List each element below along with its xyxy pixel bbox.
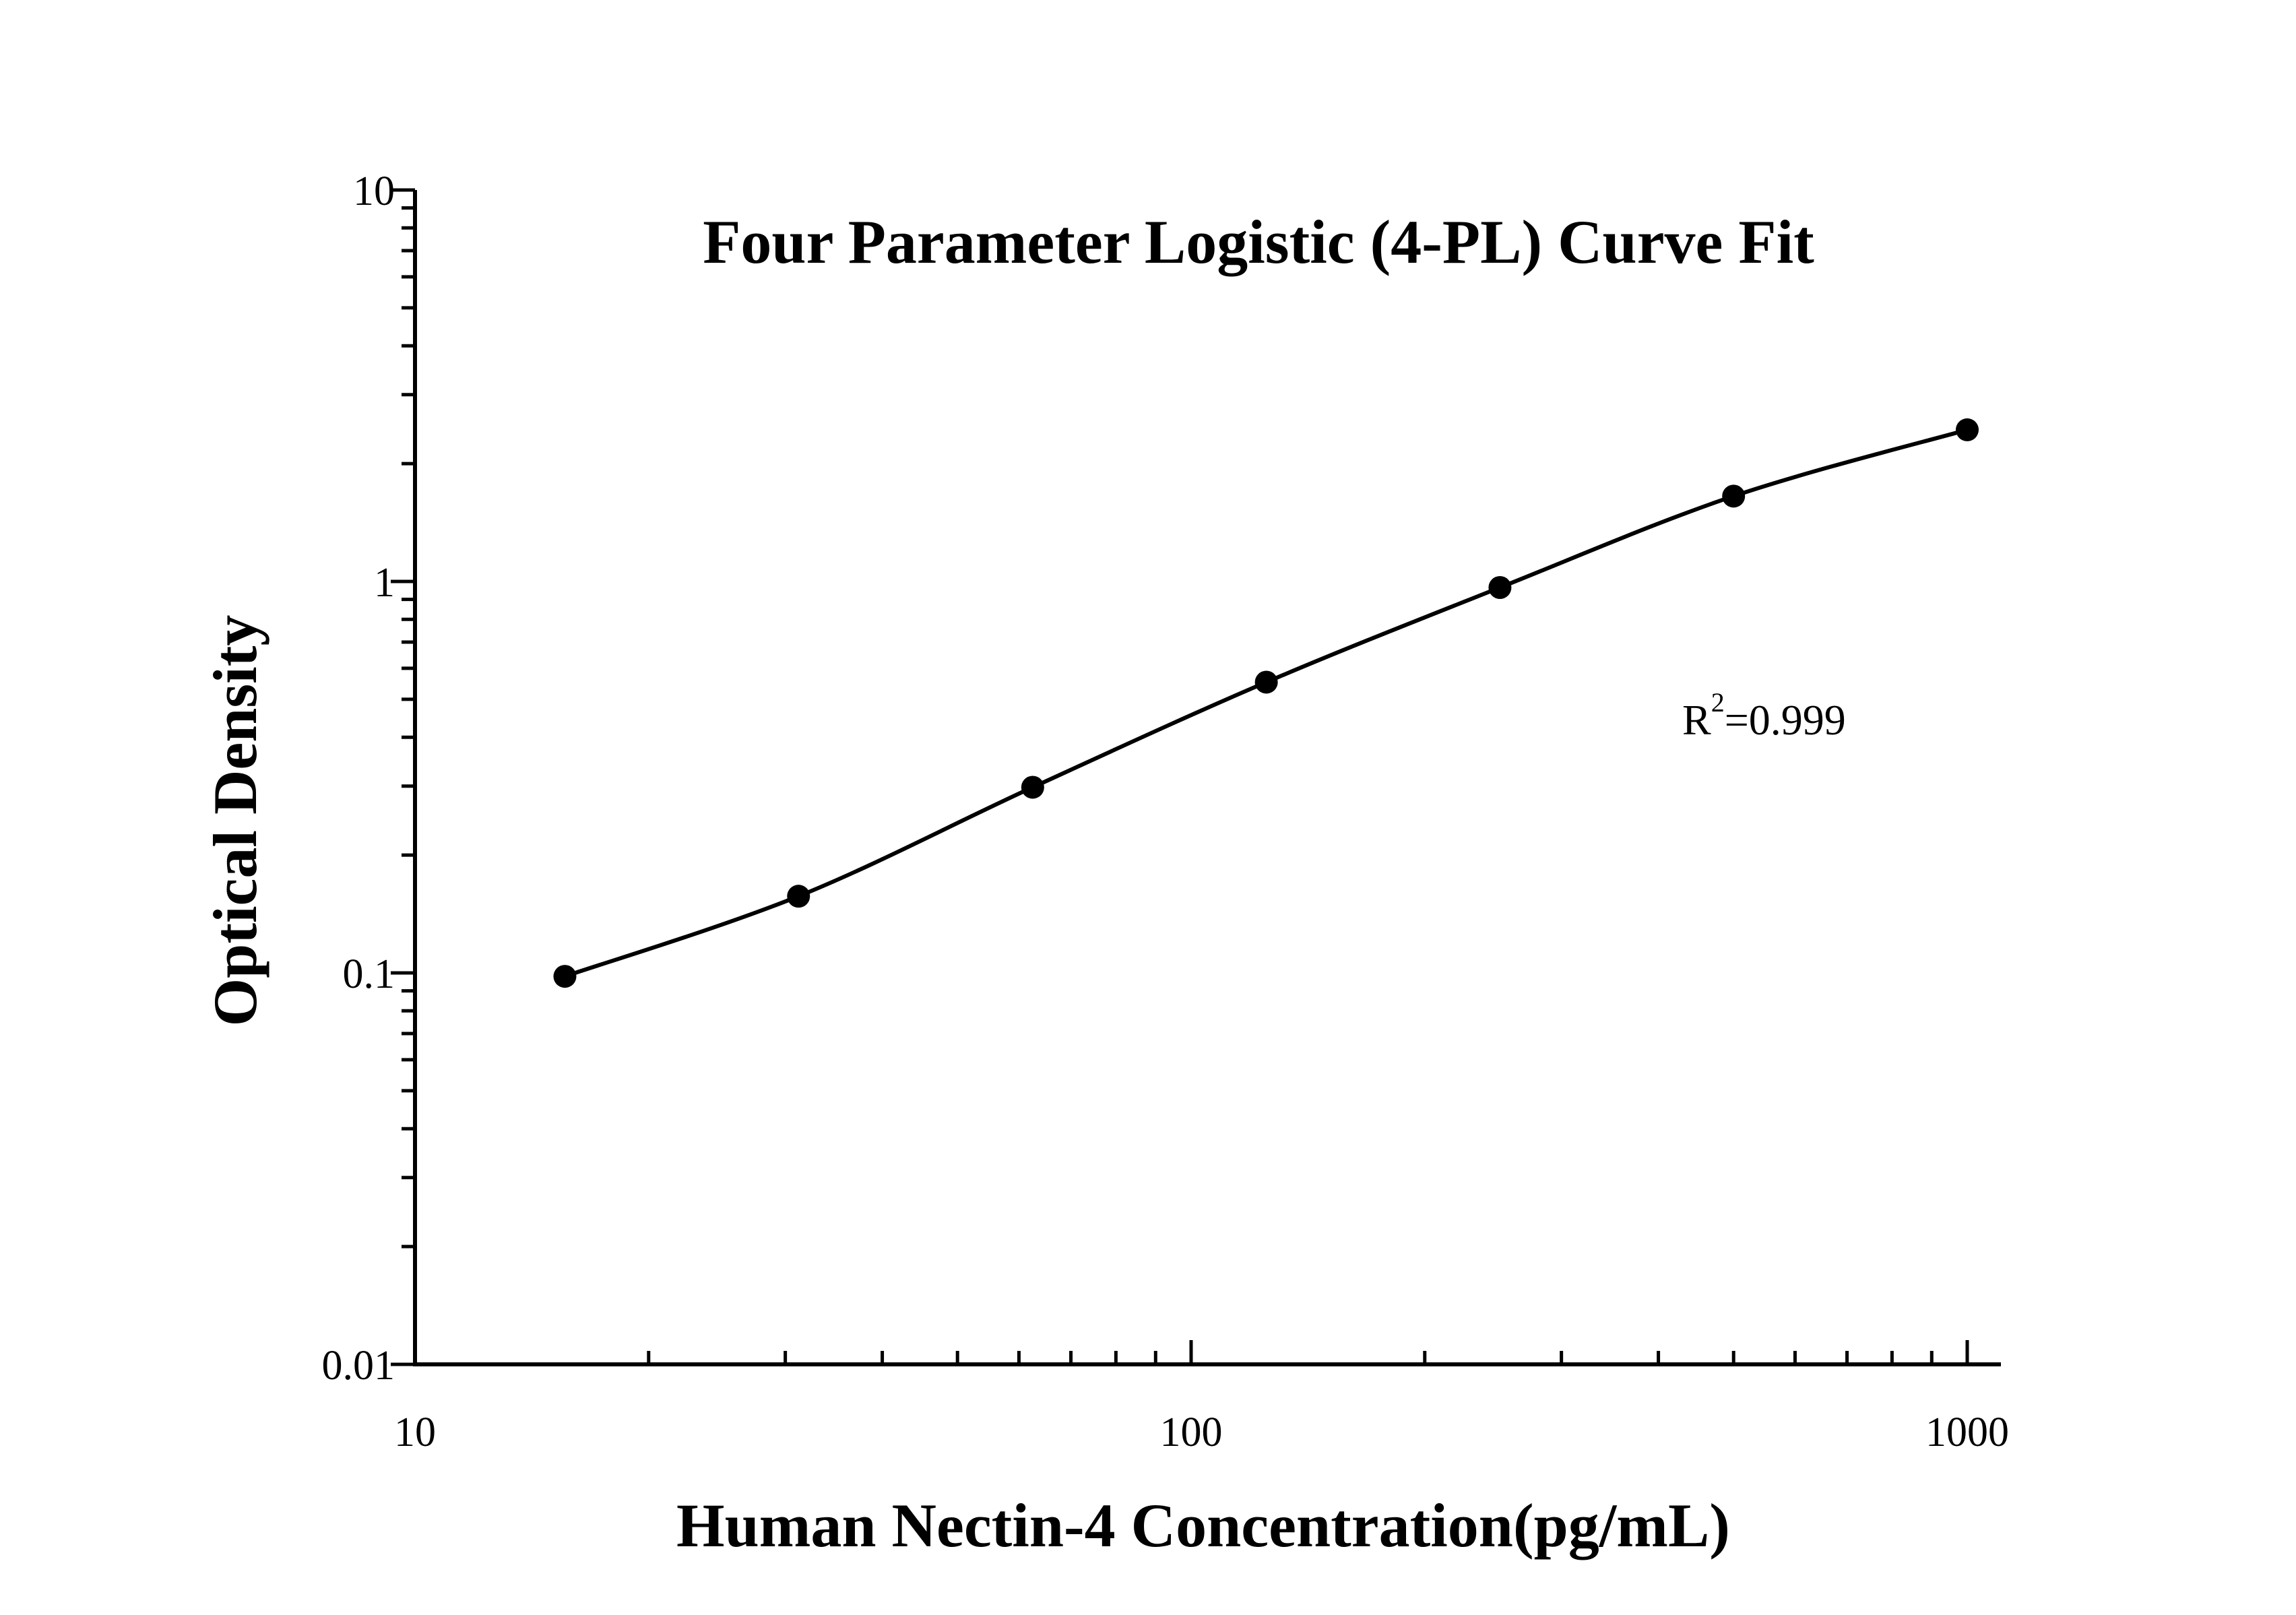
- x-tick-label: 10: [394, 1410, 436, 1455]
- y-tick-label: 1: [374, 560, 395, 606]
- data-point: [1021, 775, 1044, 799]
- r-squared-sup: 2: [1711, 687, 1725, 718]
- y-tick-label: 0.1: [343, 951, 395, 997]
- data-point: [787, 885, 810, 908]
- r-squared-value: =0.999: [1725, 696, 1846, 744]
- data-point: [1722, 484, 1746, 508]
- y-tick-label: 0.01: [322, 1343, 395, 1389]
- r-squared-base: R: [1682, 696, 1711, 744]
- y-tick-label: 10: [353, 168, 395, 214]
- data-point: [1488, 575, 1512, 599]
- chart-title: Four Parameter Logistic (4-PL) Curve Fit: [703, 208, 1814, 276]
- x-tick-label: 100: [1160, 1410, 1223, 1455]
- y-axis-title: Optical Density: [201, 615, 269, 1027]
- data-point: [1956, 418, 1979, 441]
- r-squared-annotation: R2=0.999: [1682, 687, 1846, 744]
- data-points: [553, 418, 1979, 988]
- x-axis-title: Human Nectin-4 Concentration(pg/mL): [676, 1491, 1730, 1560]
- data-point: [1254, 670, 1278, 694]
- axes: [413, 190, 2001, 1366]
- ticks: 10 100 1000 0.01 0.1 1 10: [322, 168, 2010, 1455]
- x-tick-label: 1000: [1925, 1410, 2009, 1455]
- data-point: [553, 965, 577, 988]
